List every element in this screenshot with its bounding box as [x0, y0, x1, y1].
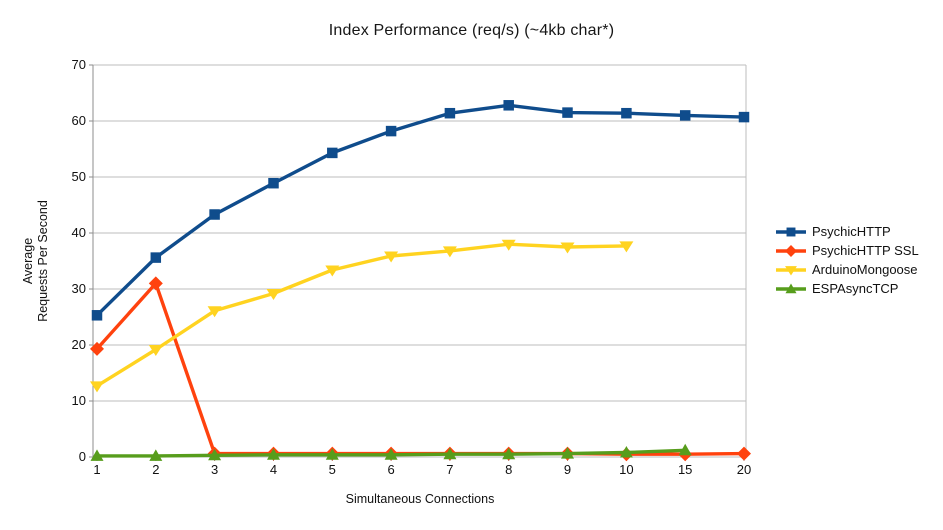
legend-label: PsychicHTTP [812, 224, 891, 239]
marker-psychichttp-ssl [737, 446, 751, 461]
x-tick-label: 5 [328, 462, 336, 477]
marker-espasynctcp [502, 447, 516, 460]
legend-item-psychichttp-ssl: PsychicHTTP SSL [776, 241, 919, 260]
line-psychichttp-ssl [95, 281, 746, 456]
legend-swatch-triangle-up-icon [776, 282, 806, 293]
x-tick-label: 15 [677, 462, 693, 477]
marker-arduinomongoose [560, 242, 575, 254]
y-tick-label: 20 [71, 337, 86, 352]
marker-psychichttp [503, 100, 514, 111]
marker-psychichttp [209, 209, 220, 220]
marker-arduinomongoose [501, 239, 516, 251]
x-tick-label: 9 [563, 462, 572, 477]
y-tick-label: 70 [71, 57, 86, 72]
x-tick-label: 7 [446, 462, 454, 477]
marker-psychichttp [91, 310, 103, 321]
x-tick-label: 8 [505, 462, 513, 477]
x-tick-label: 6 [387, 462, 395, 477]
marker-espasynctcp [678, 443, 692, 456]
marker-arduinomongoose [325, 265, 340, 277]
legend-swatch-diamond-icon [776, 244, 806, 257]
marker-psychichttp [562, 107, 573, 118]
y-axis-title-line1: Average [21, 237, 35, 285]
marker-psychichttp [385, 125, 397, 137]
line-arduinomongoose [95, 242, 629, 388]
x-tick-label: 2 [152, 462, 160, 477]
marker-arduinomongoose [442, 246, 457, 258]
y-axis-title-line2: Requests Per Second [36, 200, 50, 322]
marker-arduinomongoose [90, 381, 104, 393]
marker-arduinomongoose [619, 241, 634, 253]
x-axis-title: Simultaneous Connections [345, 492, 495, 506]
y-tick-label: 30 [71, 281, 86, 296]
chart-title: Index Performance (req/s) (~4kb char*) [328, 22, 615, 39]
marker-espasynctcp [149, 449, 163, 461]
legend-item-psychichttp: PsychicHTTP [776, 222, 919, 241]
y-tick-label: 60 [71, 113, 86, 128]
legend-label: ESPAsyncTCP [812, 281, 899, 296]
marker-psychichttp-ssl [90, 341, 104, 356]
legend-item-arduinomongoose: ArduinoMongoose [776, 260, 919, 279]
marker-espasynctcp [90, 449, 104, 461]
marker-psychichttp [444, 107, 456, 119]
marker-psychichttp [327, 147, 338, 159]
marker-psychichttp [679, 110, 691, 121]
y-tick-label: 10 [71, 393, 86, 408]
marker-espasynctcp [384, 448, 398, 460]
marker-psychichttp [150, 252, 162, 263]
x-tick-label: 3 [211, 462, 219, 477]
marker-psychichttp [621, 107, 632, 119]
y-tick-label: 50 [71, 169, 86, 184]
legend-label: PsychicHTTP SSL [812, 243, 919, 258]
line-psychichttp [95, 103, 746, 317]
marker-psychichttp [268, 177, 279, 189]
marker-espasynctcp [325, 448, 339, 460]
y-tick-label: 0 [78, 449, 86, 464]
x-tick-label: 10 [619, 462, 634, 477]
y-axis-title: Average Requests Per Second [21, 200, 51, 322]
y-tick-label: 40 [71, 225, 86, 240]
legend: PsychicHTTP PsychicHTTP SSL ArduinoMongoos… [776, 222, 919, 298]
marker-psychichttp-ssl [148, 276, 163, 291]
marker-arduinomongoose [384, 251, 399, 263]
marker-espasynctcp [561, 447, 574, 459]
marker-arduinomongoose [266, 289, 281, 300]
legend-swatch-triangle-down-icon [776, 265, 806, 276]
legend-label: ArduinoMongoose [812, 262, 918, 277]
marker-arduinomongoose [148, 345, 163, 356]
marker-espasynctcp [208, 448, 222, 461]
legend-item-espasynctcp: ESPAsyncTCP [776, 279, 919, 298]
marker-espasynctcp [443, 447, 457, 460]
marker-espasynctcp [267, 448, 280, 460]
x-tick-label: 1 [93, 462, 101, 477]
marker-psychichttp [738, 111, 750, 123]
legend-swatch-square-icon [776, 227, 806, 236]
marker-espasynctcp [619, 446, 633, 458]
x-tick-label: 4 [269, 462, 278, 477]
x-tick-label: 20 [736, 462, 752, 477]
marker-arduinomongoose [207, 306, 222, 318]
